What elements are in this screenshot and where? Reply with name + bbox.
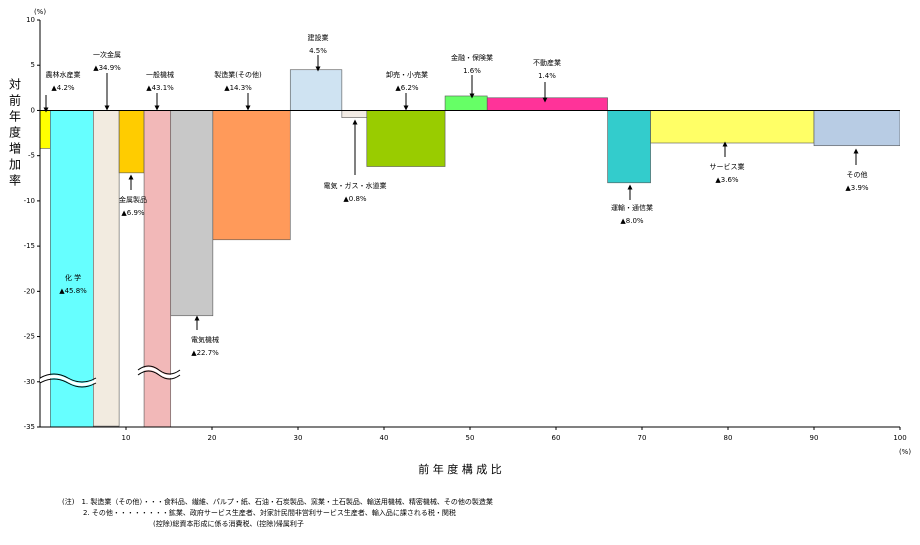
y-tick-label: -35: [24, 423, 35, 431]
bar-name-label: 一次金属: [93, 50, 121, 59]
x-unit: (%): [899, 448, 911, 456]
bar-name-label: 建設業: [308, 33, 329, 42]
axis-break: [39, 373, 97, 383]
bar-name-label: 卸売・小売業: [386, 70, 428, 79]
bar: [118, 110, 145, 174]
value-label: ▲6.2%: [395, 84, 419, 92]
bar: [289, 69, 343, 111]
bar: [444, 95, 488, 111]
bar-name-label: 金属製品: [119, 195, 147, 204]
axis-break-fill: [40, 375, 96, 386]
bar-name-label: 製造業(その他): [214, 70, 262, 79]
bar-name-label: 一般機械: [146, 70, 174, 79]
value-label: ▲14.3%: [224, 84, 252, 92]
x-tick-label: 50: [466, 434, 475, 442]
axis-break: [39, 378, 97, 388]
y-tick-label: 5: [31, 61, 35, 69]
axis-break-fill: [138, 367, 180, 378]
bar-name-label: 金融・保険業: [451, 53, 493, 62]
bar-name-label: サービス業: [710, 162, 745, 171]
value-label: 1.4%: [538, 72, 556, 80]
axis-break: [137, 365, 181, 375]
y-tick-label: -15: [24, 242, 35, 250]
bar-name-label: 電気・ガス・水道業: [324, 181, 387, 190]
bar: [366, 110, 446, 167]
value-label: ▲3.9%: [845, 184, 869, 192]
x-tick-label: 80: [724, 434, 733, 442]
x-tick-label: 20: [208, 434, 217, 442]
x-axis-label: 前 年 度 構 成 比: [418, 462, 501, 476]
y-axis-label: 対前年度増加率: [8, 78, 22, 190]
x-tick-label: 40: [380, 434, 389, 442]
value-label: ▲22.7%: [191, 349, 219, 357]
x-tick-label: 10: [122, 434, 131, 442]
value-label: ▲6.9%: [121, 209, 145, 217]
axis-break: [137, 370, 181, 380]
bar: [212, 110, 291, 241]
value-label: ▲43.1%: [146, 84, 174, 92]
bar-name-label: 電気機械: [191, 335, 219, 344]
bar-name-label: 運輸・通信業: [611, 203, 653, 212]
y-axis-label-text: 対前年度増加率: [8, 78, 22, 190]
x-tick-label: 60: [552, 434, 561, 442]
y-tick-label: -30: [24, 378, 35, 386]
y-tick-label: 0: [31, 106, 35, 114]
bar: [50, 110, 94, 427]
y-unit: (%): [34, 8, 46, 16]
bar: [486, 97, 608, 111]
bar: [813, 110, 900, 147]
y-tick-label: -10: [24, 197, 35, 205]
bar: [650, 110, 815, 144]
x-tick-label: 70: [638, 434, 647, 442]
bar: [40, 110, 51, 149]
bar-name-label: 農林水産業: [46, 70, 81, 79]
bar: [607, 110, 651, 184]
note: (控除)総資本形成に係る消費税、(控除)帰属利子: [62, 519, 304, 528]
plot-area: [40, 69, 900, 427]
y-tick-label: -25: [24, 333, 35, 341]
value-label: ▲45.8%: [59, 287, 87, 295]
value-label: ▲0.8%: [343, 195, 367, 203]
x-tick-label: 30: [294, 434, 303, 442]
value-label: 4.5%: [309, 47, 327, 55]
value-label: ▲8.0%: [620, 217, 644, 225]
bar: [170, 110, 214, 317]
note: (注) 1. 製造業（その他）・・・食料品、繊維、パルプ・紙、石油・石炭製品、窯…: [62, 497, 493, 506]
x-tick-label: 90: [810, 434, 819, 442]
y-tick-label: -20: [24, 287, 35, 295]
bar-name-label: 不動産業: [533, 58, 561, 67]
note: 2. その他・・・・・・・・鉱業、政府サービス生産者、対家計民間非営利サービス生…: [62, 508, 456, 517]
bar: [93, 110, 120, 427]
x-tick-label: 100: [893, 434, 906, 442]
value-label: ▲4.2%: [51, 84, 75, 92]
y-tick-label: -5: [28, 152, 35, 160]
value-label: ▲34.9%: [93, 64, 121, 72]
bar-name-label: 化 学: [65, 273, 81, 282]
value-label: 1.6%: [463, 67, 481, 75]
bar: [143, 110, 172, 427]
bar-name-label: その他: [847, 170, 868, 179]
bar: [341, 110, 368, 118]
y-tick-label: 10: [26, 16, 35, 24]
value-label: ▲3.6%: [715, 176, 739, 184]
